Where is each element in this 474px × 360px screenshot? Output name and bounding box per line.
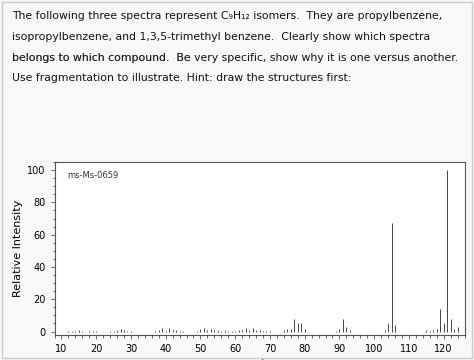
Text: belongs to which compound.  Be very specific: belongs to which compound. Be very speci… xyxy=(12,53,263,63)
Text: belongs to which compound.  Be: belongs to which compound. Be xyxy=(12,53,194,63)
Text: ms-Ms-0659: ms-Ms-0659 xyxy=(67,171,118,180)
Text: Use fragmentation to illustrate. Hint: draw the structures first:: Use fragmentation to illustrate. Hint: d… xyxy=(12,73,351,84)
Y-axis label: Relative Intensity: Relative Intensity xyxy=(13,200,23,297)
Text: belongs to which compound.  Be very specific, show why it is one versus another.: belongs to which compound. Be very speci… xyxy=(12,53,458,63)
Text: isopropylbenzene, and 1,3,5-trimethyl benzene.  Clearly show which spectra: isopropylbenzene, and 1,3,5-trimethyl be… xyxy=(12,32,430,42)
Text: The following three spectra represent C₉H₁₂ isomers.  They are propylbenzene,: The following three spectra represent C₉… xyxy=(12,11,442,21)
X-axis label: m/z: m/z xyxy=(249,358,270,360)
